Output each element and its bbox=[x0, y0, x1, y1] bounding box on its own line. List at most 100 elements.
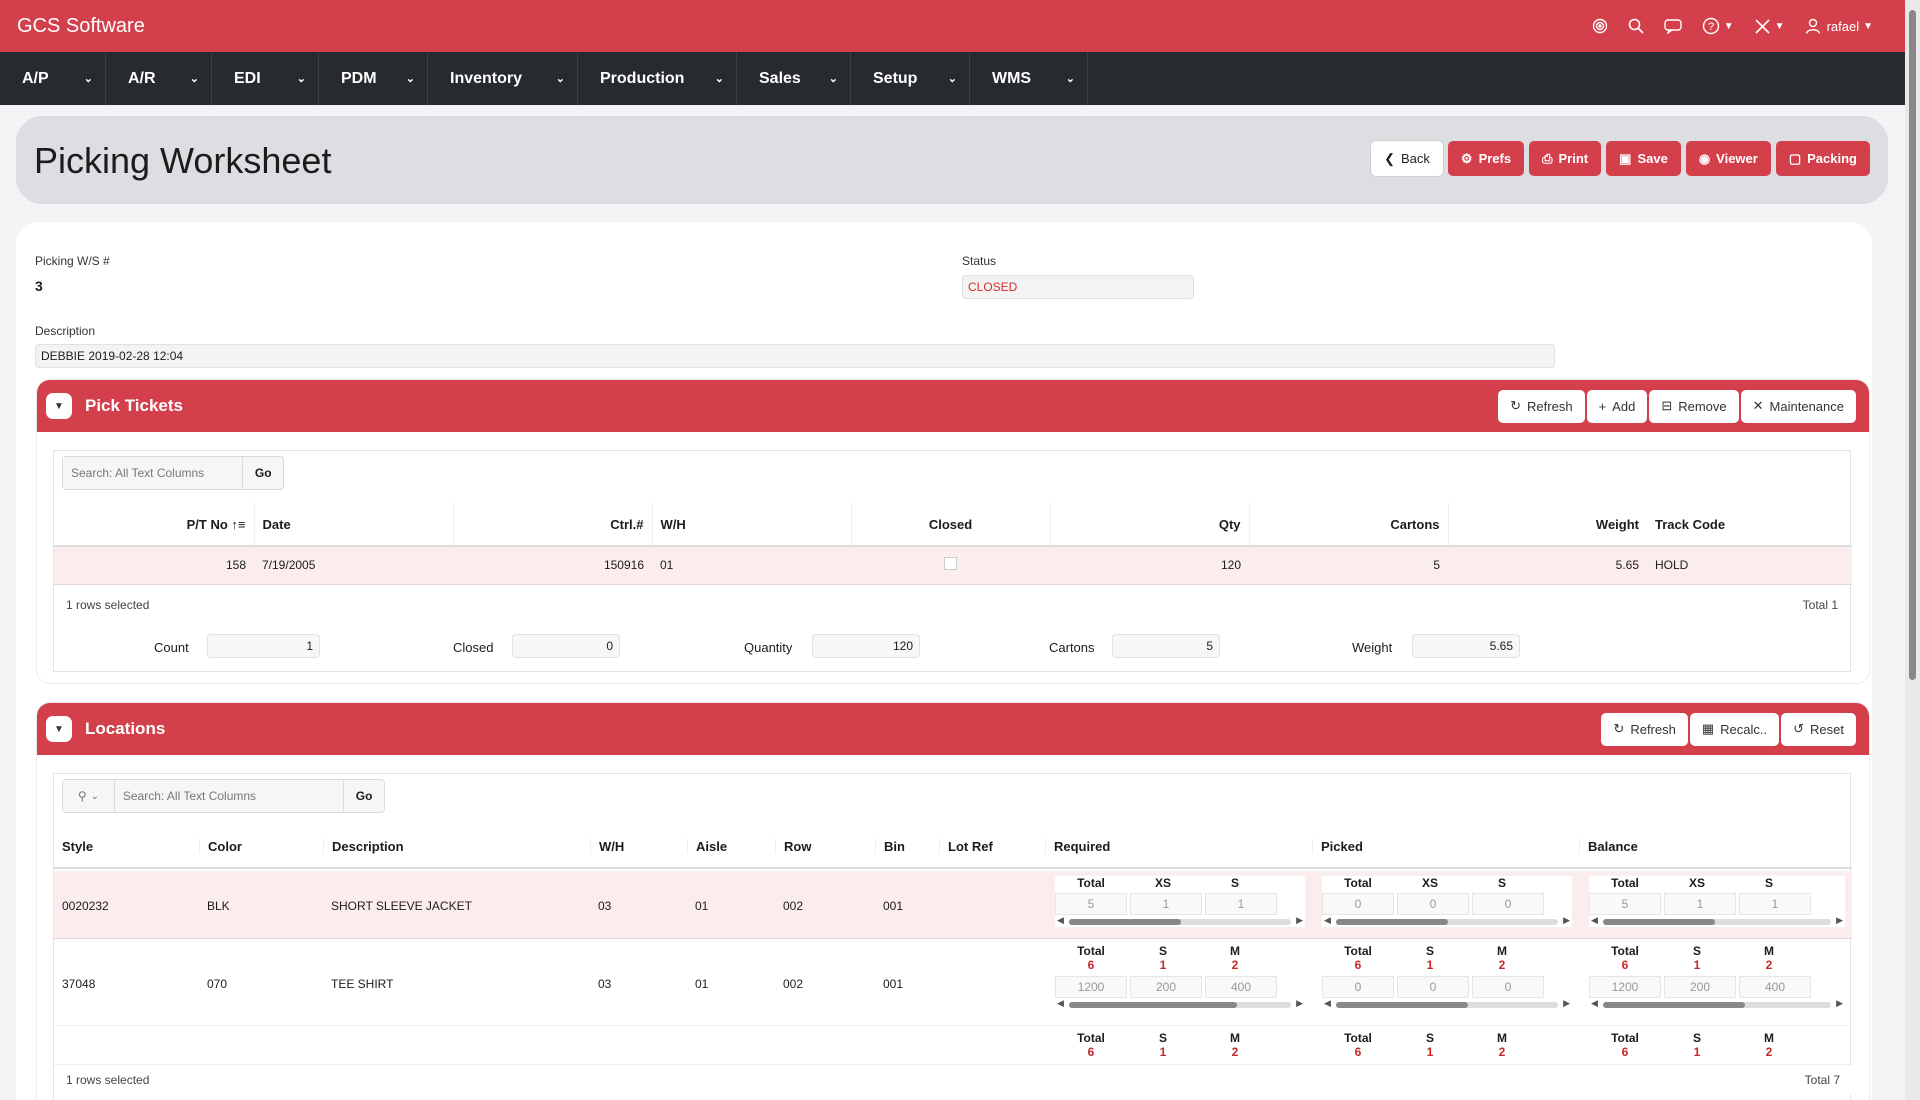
loc-recalc-button[interactable]: ▦ Recalc.. bbox=[1689, 712, 1780, 746]
search-column-menu[interactable]: ⚲ ⌄ bbox=[63, 780, 115, 812]
prefs-button[interactable]: ⚙ Prefs bbox=[1447, 141, 1525, 176]
help-icon[interactable]: ? ▼ bbox=[1702, 17, 1734, 35]
col-style[interactable]: Style bbox=[62, 839, 94, 854]
scrollbar-thumb[interactable] bbox=[1909, 10, 1916, 680]
col-row[interactable]: Row bbox=[775, 839, 875, 854]
user-name: rafael bbox=[1826, 18, 1860, 34]
col-description[interactable]: Description bbox=[323, 839, 590, 854]
nav-item-ar[interactable]: A/R ⌄ bbox=[106, 52, 212, 105]
chat-icon[interactable] bbox=[1664, 18, 1682, 34]
target-icon[interactable] bbox=[1592, 18, 1608, 34]
col-wh[interactable]: W/H bbox=[651, 503, 851, 546]
col-picked[interactable]: Picked bbox=[1312, 839, 1579, 854]
col-track[interactable]: Track Code bbox=[1655, 516, 1726, 532]
horizontal-scrollbar[interactable]: ◀ ▶ bbox=[1057, 998, 1303, 1008]
pick-add-button[interactable]: + Add bbox=[1586, 389, 1648, 423]
collapse-toggle[interactable]: ▼ bbox=[46, 716, 72, 742]
pick-go-button[interactable]: Go bbox=[254, 466, 272, 480]
app-title[interactable]: GCS Software bbox=[17, 14, 145, 37]
col-lot-ref[interactable]: Lot Ref bbox=[939, 839, 1045, 854]
col-closed[interactable]: Closed bbox=[850, 503, 1050, 546]
col-balance[interactable]: Balance bbox=[1579, 839, 1852, 854]
nav-item-pdm[interactable]: PDM ⌄ bbox=[319, 52, 428, 105]
page-scrollbar[interactable] bbox=[1905, 0, 1920, 1100]
horizontal-scrollbar[interactable]: ◀ ▶ bbox=[1324, 915, 1570, 925]
col-wh[interactable]: W/H bbox=[590, 839, 687, 854]
print-button[interactable]: ⎙ Print bbox=[1529, 141, 1602, 176]
pick-remove-button[interactable]: ⊟ Remove bbox=[1649, 389, 1739, 423]
refresh-icon: ↻ bbox=[1613, 721, 1625, 736]
summary-weight: 5.65 bbox=[1412, 634, 1520, 658]
description-field[interactable]: DEBBIE 2019-02-28 12:04 bbox=[35, 344, 1555, 368]
chevron-down-icon: ⌄ bbox=[90, 790, 100, 802]
cell-description: TEE SHIRT bbox=[331, 977, 394, 991]
col-aisle[interactable]: Aisle bbox=[687, 839, 775, 854]
table-row[interactable]: 37048 070 TEE SHIRT 03 01 002 001 Total S… bbox=[54, 939, 1852, 1026]
cell-wh: 03 bbox=[598, 977, 612, 991]
horizontal-scrollbar[interactable]: ◀ ▶ bbox=[1591, 998, 1843, 1008]
cell-date: 7/19/2005 bbox=[262, 558, 316, 573]
loc-go-button[interactable]: Go bbox=[355, 789, 373, 803]
user-menu[interactable]: rafael ▼ bbox=[1805, 18, 1873, 34]
chevron-down-icon: ▼ bbox=[1863, 20, 1873, 32]
nav-item-edi[interactable]: EDI ⌄ bbox=[212, 52, 319, 105]
col-color[interactable]: Color bbox=[199, 839, 323, 854]
nav-item-wms[interactable]: WMS ⌄ bbox=[970, 52, 1088, 105]
nav-item-production[interactable]: Production ⌄ bbox=[578, 52, 737, 105]
page-title: Picking Worksheet bbox=[34, 140, 332, 181]
horizontal-scrollbar[interactable]: ◀ ▶ bbox=[1591, 915, 1843, 925]
closed-checkbox[interactable] bbox=[944, 557, 957, 571]
pick-refresh-button[interactable]: ↻ Refresh bbox=[1498, 389, 1585, 423]
horizontal-scrollbar[interactable]: ◀ ▶ bbox=[1057, 915, 1303, 925]
cell-aisle: 01 bbox=[695, 899, 709, 913]
col-qty[interactable]: Qty bbox=[1049, 503, 1249, 546]
col-weight[interactable]: Weight bbox=[1447, 503, 1647, 546]
table-row[interactable]: 158 7/19/2005 150916 01 120 5 5.65 HOLD bbox=[54, 546, 1852, 584]
loc-refresh-button[interactable]: ↻ Refresh bbox=[1601, 712, 1688, 746]
col-bin[interactable]: Bin bbox=[875, 839, 939, 854]
nav-item-sales[interactable]: Sales ⌄ bbox=[737, 52, 851, 105]
loc-reset-button[interactable]: ↺ Reset bbox=[1781, 712, 1856, 746]
nav-item-ap[interactable]: A/P ⌄ bbox=[0, 52, 106, 105]
packing-button[interactable]: ▢ Packing bbox=[1775, 141, 1870, 176]
table-row[interactable]: 0020232 BLK SHORT SLEEVE JACKET 03 01 00… bbox=[54, 871, 1852, 939]
region-title: Pick Tickets bbox=[85, 396, 183, 415]
summary-closed-label: Closed bbox=[453, 640, 494, 655]
locations-region: ▼ Locations ↻ Refresh ▦ Recalc.. ↺ Reset ⚲ ⌄… bbox=[36, 702, 1870, 1100]
collapse-toggle[interactable]: ▼ bbox=[46, 393, 72, 419]
nav-item-setup[interactable]: Setup ⌄ bbox=[851, 52, 970, 105]
region-title: Locations bbox=[85, 719, 166, 738]
summary-quantity-label: Quantity bbox=[744, 640, 793, 655]
top-bar: GCS Software ? ▼ ▼ rafael ▼ bbox=[0, 0, 1905, 52]
viewer-button[interactable]: ◉ Viewer bbox=[1685, 141, 1771, 176]
cell-weight: 5.65 bbox=[1615, 558, 1639, 573]
col-required[interactable]: Required bbox=[1045, 839, 1312, 854]
search-icon[interactable] bbox=[1628, 18, 1644, 34]
col-cartons[interactable]: Cartons bbox=[1248, 503, 1448, 546]
col-date[interactable]: Date bbox=[253, 503, 453, 546]
horizontal-scrollbar[interactable]: ◀ ▶ bbox=[1324, 998, 1570, 1008]
cell-wh: 01 bbox=[660, 558, 674, 573]
loc-search-input[interactable]: Search: All Text Columns bbox=[114, 780, 345, 812]
col-pt-no[interactable]: P/T No ↑≡ bbox=[186, 516, 246, 532]
nav-item-inventory[interactable]: Inventory ⌄ bbox=[428, 52, 578, 105]
col-ctrl[interactable]: Ctrl.# bbox=[452, 503, 652, 546]
pick-report: Search: All Text Columns Go P/T No ↑≡ Da… bbox=[53, 450, 1852, 672]
chevron-down-icon: ⌄ bbox=[714, 73, 724, 85]
main-nav: A/P ⌄ A/R ⌄ EDI ⌄ PDM ⌄ Inventory ⌄ Productio… bbox=[0, 52, 1905, 105]
pick-search-input[interactable]: Search: All Text Columns bbox=[63, 457, 244, 489]
calculator-icon: ▦ bbox=[1701, 721, 1715, 736]
save-icon: ▣ bbox=[1619, 150, 1632, 166]
printer-icon: ⎙ bbox=[1542, 150, 1553, 166]
tools-icon[interactable]: ▼ bbox=[1754, 18, 1785, 35]
save-button[interactable]: ▣ Save bbox=[1606, 141, 1681, 176]
pick-maintenance-button[interactable]: ✕ Maintenance bbox=[1740, 389, 1856, 423]
user-icon bbox=[1805, 18, 1820, 34]
back-button[interactable]: ❮ Back bbox=[1371, 141, 1443, 176]
pick-selected-count: 1 rows selected bbox=[66, 598, 150, 612]
pick-table: P/T No ↑≡ Date Ctrl.# W/H Closed Qty Car… bbox=[54, 503, 1852, 585]
loc-selected-count: 1 rows selected bbox=[66, 1073, 150, 1087]
